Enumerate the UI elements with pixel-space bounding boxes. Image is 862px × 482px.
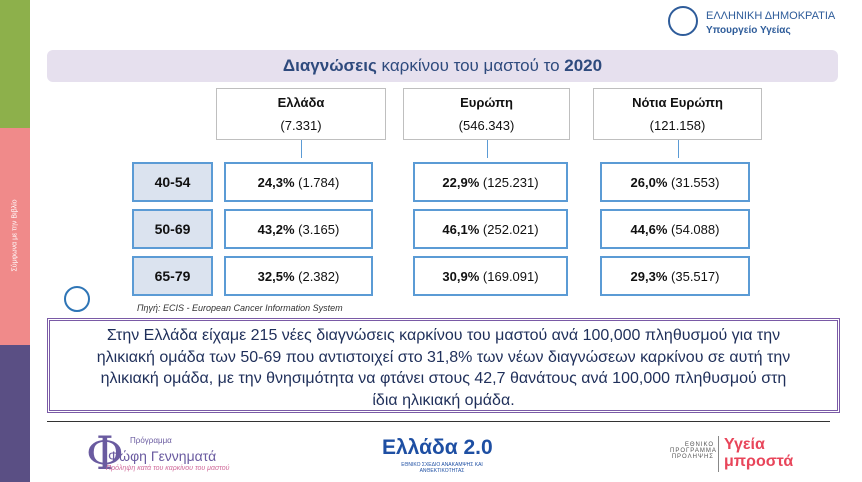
cell-pct: 32,5%: [257, 268, 295, 284]
divider: [47, 421, 830, 422]
sidebar-green: [0, 0, 30, 128]
connector: [677, 140, 679, 158]
cell: 30,9% (169.091): [413, 256, 568, 296]
age-group: 40-54: [132, 162, 213, 202]
cell: 32,5% (2.382): [224, 256, 373, 296]
cell-count: (31.553): [671, 174, 720, 190]
cell-count: (3.165): [298, 221, 340, 237]
title-bar: Διαγνώσεις καρκίνου του μαστού το 2020: [47, 50, 838, 82]
program-logo-mark: Φ: [86, 426, 124, 480]
column-name: Νότια Ευρώπη: [632, 95, 723, 110]
cell-count: (35.517): [671, 268, 720, 284]
age-group: 65-79: [132, 256, 213, 296]
footer-separator: [718, 436, 719, 472]
national-program: ΕΘΝΙΚΟ ΠΡΟΓΡΑΜΜΑ ΠΡΟΛΗΨΗΣ: [670, 442, 717, 460]
cell: 24,3% (1.784): [224, 162, 373, 202]
cell-text: 29,3% (35.517): [631, 269, 720, 284]
emblem: [668, 6, 698, 36]
summary-box: Στην Ελλάδα είχαμε 215 νέες διαγνώσεις κ…: [47, 318, 840, 413]
cell-count: (252.021): [482, 221, 539, 237]
cell-text: 22,9% (125.231): [442, 175, 538, 190]
cell-count: (125.231): [482, 174, 539, 190]
sidebar-text: Σύμφωνα με την Βιβλίο: [11, 199, 19, 272]
cell-text: 24,3% (1.784): [258, 175, 340, 190]
cell-pct: 29,3%: [630, 268, 668, 284]
connector: [301, 140, 302, 158]
cell: 29,3% (35.517): [600, 256, 750, 296]
cell: 46,1% (252.021): [413, 209, 568, 249]
cell: 22,9% (125.231): [413, 162, 568, 202]
cell-count: (1.784): [298, 174, 340, 190]
age-group: 50-69: [132, 209, 213, 249]
program-name: Φώφη Γεννηματά: [108, 448, 217, 464]
cell: 44,6% (54.088): [600, 209, 750, 249]
cell-pct: 24,3%: [257, 174, 295, 190]
column-total: (121.158): [649, 118, 706, 133]
greece2-sub: ΕΘΝΙΚΟ ΣΧΕΔΙΟ ΑΝΑΚΑΜΨΗΣ ΚΑΙ ΑΝΘΕΚΤΙΚΟΤΗΤ…: [401, 462, 483, 474]
cell-pct: 46,1%: [442, 221, 480, 237]
cell-count: (54.088): [671, 221, 720, 237]
cell-text: 26,0% (31.553): [631, 175, 720, 190]
cell-text: 30,9% (169.091): [442, 269, 538, 284]
column-total: (7.331): [280, 118, 322, 133]
program-label: Πρόγραμμα: [130, 436, 172, 445]
cell: 26,0% (31.553): [600, 162, 750, 202]
cell-text: 44,6% (54.088): [631, 222, 720, 237]
title-bold: Διαγνώσεις: [282, 56, 377, 75]
summary: Στην Ελλάδα είχαμε 215 νέες διαγνώσεις κ…: [58, 325, 829, 411]
cell-pct: 26,0%: [630, 174, 668, 190]
column-name: Ελλάδα: [277, 95, 325, 110]
summary-line: ηλικιακή ομάδα των 50-69 που αντιστοιχεί…: [96, 348, 791, 366]
greece2-logo: Ελλάδα 2.0: [382, 436, 493, 459]
column-header: Νότια Ευρώπη (121.158): [593, 88, 762, 140]
cell-pct: 22,9%: [442, 174, 480, 190]
cell-text: 46,1% (252.021): [442, 222, 538, 237]
column-name: Ευρώπη: [460, 95, 513, 110]
sidebar-pink: [0, 128, 30, 345]
cell-pct: 43,2%: [257, 221, 295, 237]
program-tagline: Πρόληψη κατά του καρκίνου του μαστού: [106, 465, 230, 472]
title-text: καρκίνου του μαστού το: [376, 56, 565, 75]
cell-pct: 30,9%: [442, 268, 480, 284]
header-country: ΕΛΛΗΝΙΚΗ ΔΗΜΟΚΡΑΤΙΑ: [706, 10, 836, 22]
column-header: Ελλάδα (7.331): [216, 88, 386, 140]
connector: [486, 140, 488, 158]
chart-icon: [64, 286, 90, 312]
cell-text: 43,2% (3.165): [258, 222, 340, 237]
column-total: (546.343): [458, 118, 515, 133]
cell-text: 32,5% (2.382): [258, 269, 340, 284]
header-ministry: Υπουργείο Υγείας: [706, 25, 791, 36]
cell-count: (2.382): [298, 268, 340, 284]
summary-line: ηλικιακή ομάδα, με την θνησιμότητα να φτ…: [100, 370, 787, 387]
source: Πηγή: ECIS - European Cancer Information…: [137, 303, 343, 313]
cell-pct: 44,6%: [630, 221, 668, 237]
health-logo: Υγεία μπροστά: [724, 436, 794, 470]
sidebar-purple: [0, 345, 30, 482]
cell: 43,2% (3.165): [224, 209, 373, 249]
title-year: 2020: [564, 56, 603, 75]
summary-line: ίδια ηλικιακή ομάδα.: [372, 391, 515, 409]
cell-count: (169.091): [482, 268, 539, 284]
summary-line: Στην Ελλάδα είχαμε 215 νέες διαγνώσεις κ…: [106, 327, 781, 344]
column-header: Ευρώπη (546.343): [403, 88, 570, 140]
